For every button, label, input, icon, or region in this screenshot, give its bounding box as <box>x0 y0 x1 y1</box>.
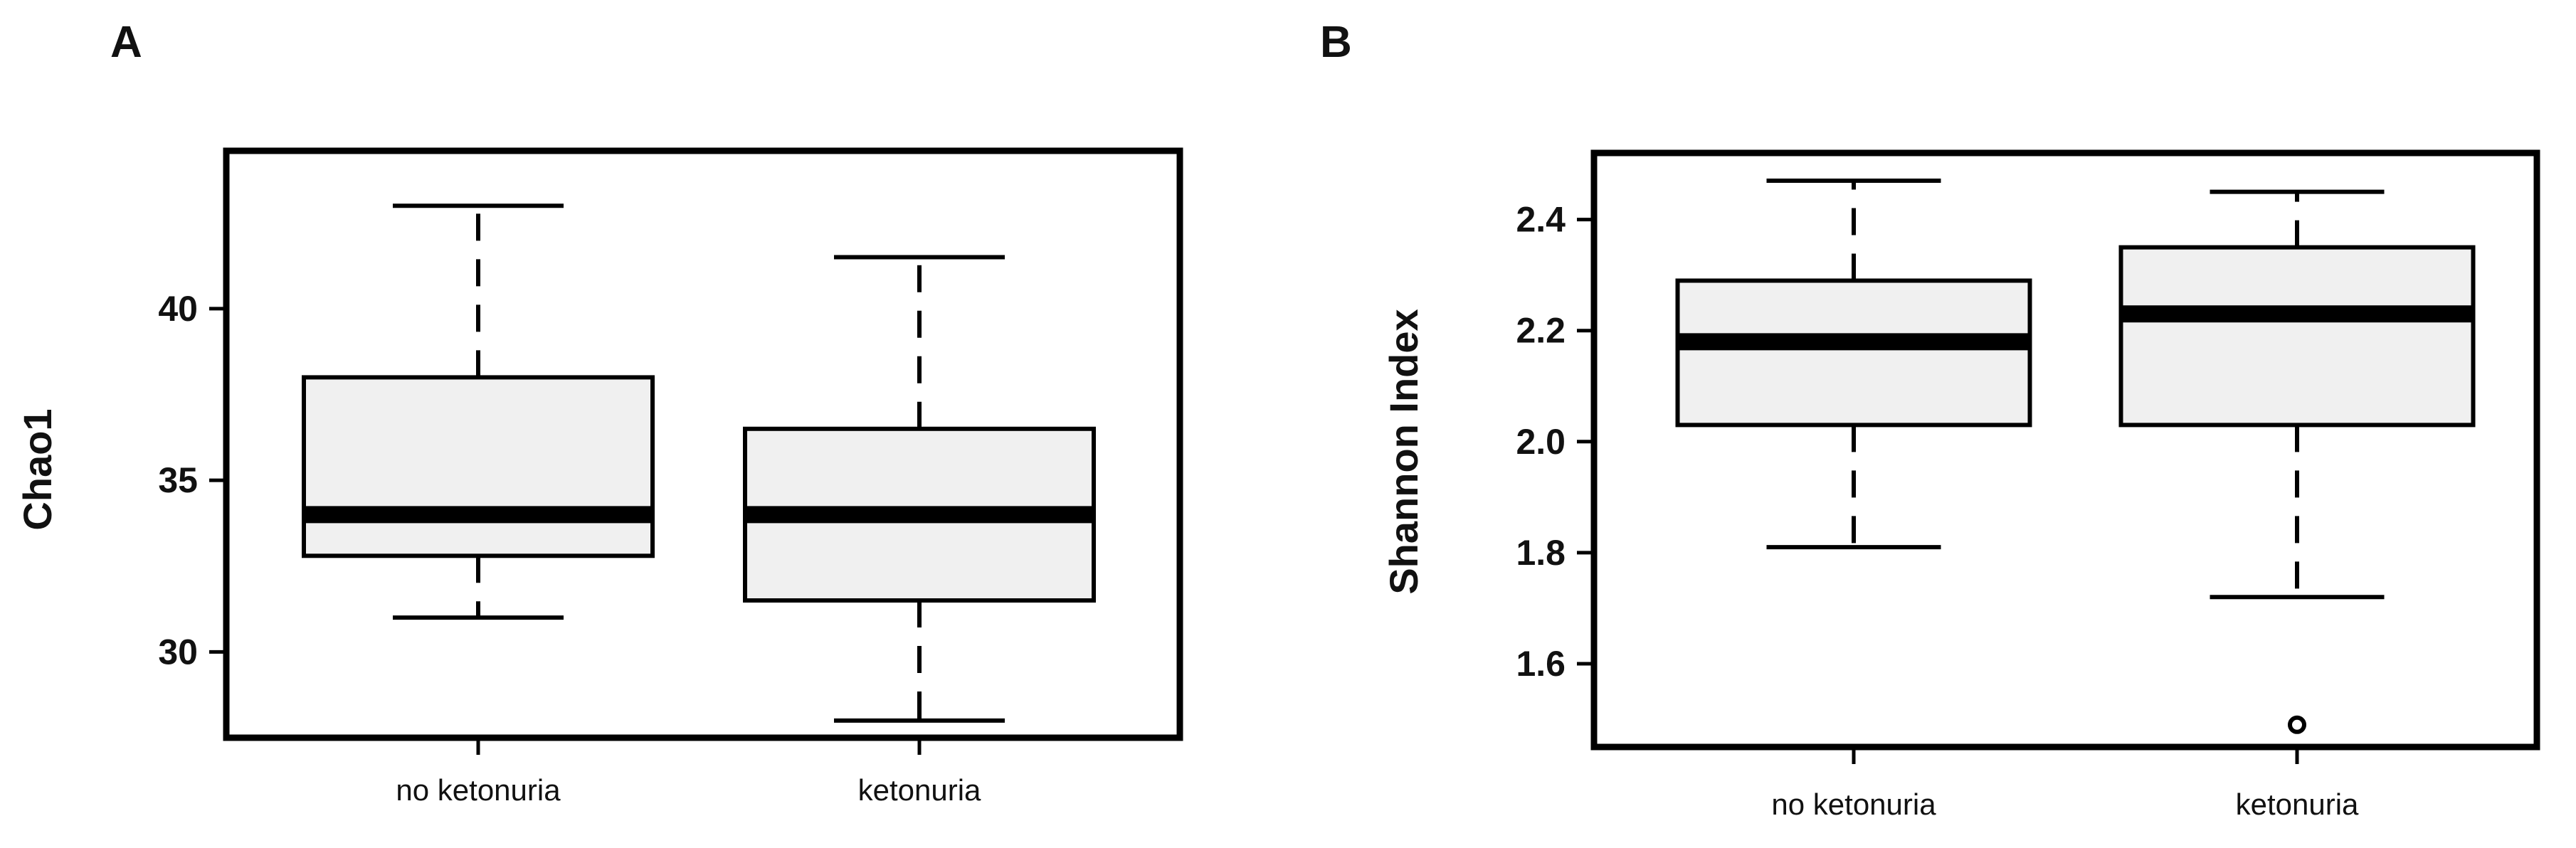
panel-a-category-label: ketonuria <box>858 773 981 807</box>
panel-a-y-tick-label: 30 <box>158 632 198 672</box>
panel-a-box <box>302 375 655 558</box>
panel-a: A Chao1 30 35 40 no ketonuria ketonuria <box>15 18 1183 807</box>
panel-a-y-axis-label: Chao1 <box>15 408 60 530</box>
panel-b-plot-area: 1.6 1.8 2.0 2.2 2.4 no ketonuria ketonuria <box>1516 149 2540 821</box>
panel-b-y-tick-label: 2.0 <box>1516 422 1566 462</box>
panel-b-outlier-point <box>2288 715 2306 734</box>
panel-a-label: A <box>110 18 142 67</box>
panel-b-label: B <box>1320 18 1352 67</box>
panel-b-y-axis-label: Shannon Index <box>1381 309 1426 594</box>
panel-a-category-label: no ketonuria <box>396 773 561 807</box>
panel-a-frame <box>223 147 1183 741</box>
panel-b-frame <box>1590 149 2540 751</box>
panel-b-category-label: ketonuria <box>2236 788 2359 821</box>
panel-b-y-tick-label: 1.6 <box>1516 644 1566 684</box>
panel-b-y-tick-label: 2.4 <box>1516 200 1566 240</box>
panel-a-plot-area: 30 35 40 no ketonuria ketonuria <box>158 147 1183 807</box>
panel-b-category-label: no ketonuria <box>1771 788 1936 821</box>
panel-b-box <box>1675 278 2032 428</box>
panel-b-y-tick-label: 2.2 <box>1516 311 1566 351</box>
panel-a-y-tick-label: 35 <box>158 460 198 500</box>
panel-b-y-tick-label: 1.8 <box>1516 533 1566 573</box>
panel-b: B Shannon Index 1.6 1.8 2.0 2.2 2.4 no ketonu… <box>1320 18 2540 821</box>
panel-b-box <box>2118 245 2476 428</box>
panel-a-y-tick-label: 40 <box>158 289 198 329</box>
